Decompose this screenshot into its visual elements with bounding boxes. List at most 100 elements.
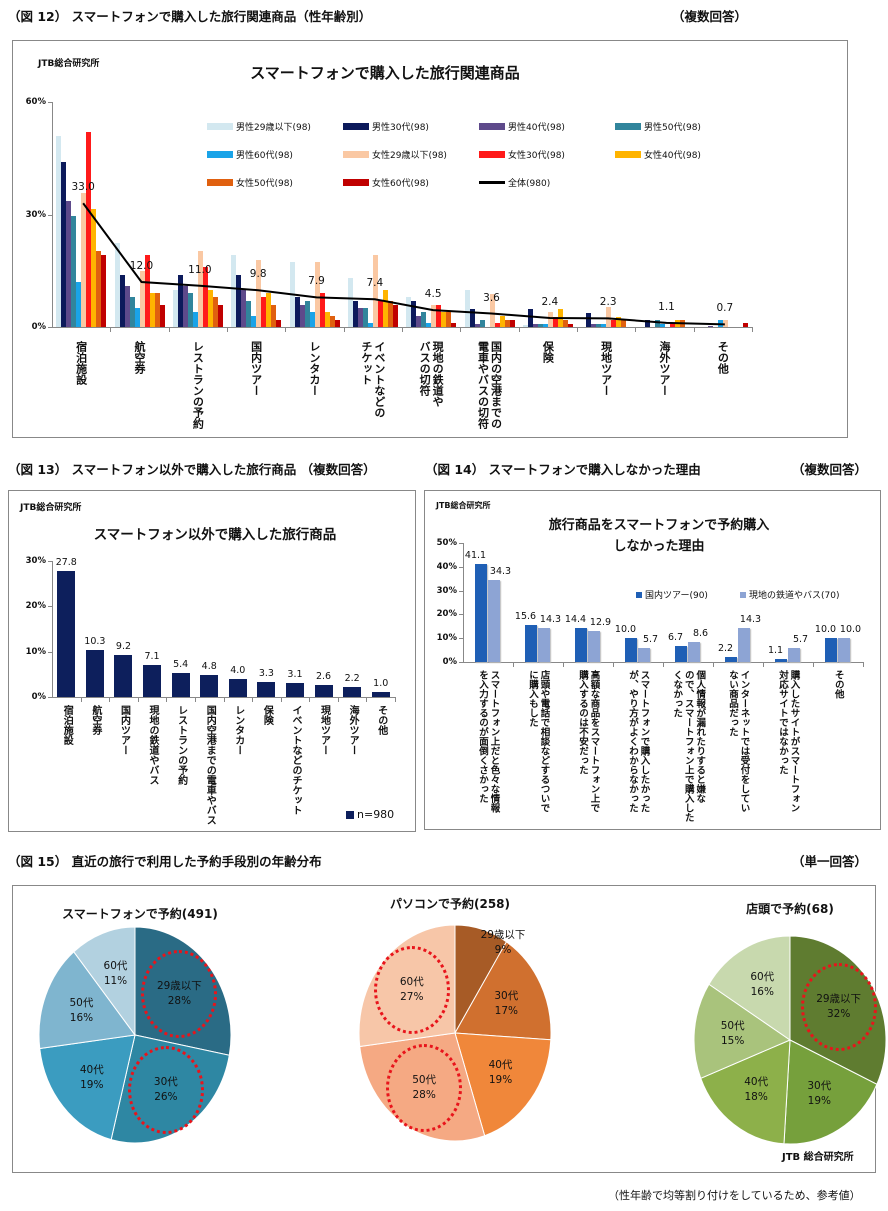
fig12-legend-swatch [615, 151, 641, 158]
fig12-legend-swatch [479, 123, 505, 130]
fig13-ytick [48, 561, 52, 562]
fig12-x-label: レストランの予約 [191, 341, 205, 429]
fig12-legend-item: 男性29歳以下(98) [207, 120, 311, 133]
fig14-xtick [813, 662, 814, 667]
fig14-xtick [663, 662, 664, 667]
fig14-xtick [563, 662, 564, 667]
fig12-legend-swatch [615, 123, 641, 130]
fig12-bar [71, 216, 77, 327]
fig13-x-label: その他 [375, 705, 387, 735]
fig12-legend-label: 全体(980) [508, 179, 551, 189]
fig14-bar [788, 648, 800, 662]
fig15-slice-label: 60代 16% [750, 970, 774, 1000]
fig14-data-label: 34.3 [489, 566, 512, 578]
fig14-ytick-label: 20% [436, 609, 457, 620]
fig15-slice-percent: 16% [750, 986, 774, 999]
fig15-slice-label: 50代 15% [721, 1019, 745, 1049]
fig12-ytick [48, 214, 52, 216]
fig12-legend-swatch [343, 179, 369, 186]
fig13-xtick [80, 697, 82, 702]
fig12-y-axis [52, 102, 53, 327]
fig12-bar [532, 324, 538, 327]
fig15-slice-age: 40代 [744, 1076, 769, 1089]
fig12-legend-swatch [343, 151, 369, 158]
fig15-pie-slice [708, 935, 791, 1041]
fig14-legend-item: 国内ツアー(90) [636, 588, 708, 601]
fig14-x-label: 個人情報が漏れたりすると嫌な ので、スマートフォン上で購入した くなかった [671, 670, 706, 822]
fig14-data-label: 8.6 [692, 627, 709, 639]
fig12-legend-swatch [479, 151, 505, 158]
fig12-chart-title: スマートフォンで購入した旅行関連商品 [250, 64, 520, 82]
fig12-ytick [48, 327, 52, 328]
fig13-data-label: 10.3 [84, 636, 106, 648]
fig14-bar [538, 627, 550, 662]
fig15-slice-percent: 19% [80, 1078, 104, 1091]
fig14-heading: （図 14） スマートフォンで購入しなかった理由 [425, 462, 701, 477]
fig14-ytick [459, 662, 463, 663]
fig13-ytick [48, 606, 52, 608]
fig12-legend-item: 男性30代(98) [343, 120, 429, 133]
fig15-slice-label: 60代 11% [104, 959, 128, 989]
fig12-x-label: 航空券 [133, 341, 146, 374]
fig13-x-label: 現地ツアー [318, 705, 330, 755]
fig13-bar [171, 672, 190, 697]
fig14-ytick [459, 590, 463, 592]
fig13-data-label: 2.2 [344, 673, 360, 685]
fig13-bar [85, 650, 104, 697]
fig12-legend-item: 女性60代(98) [343, 176, 429, 189]
fig15-slice-age: 40代 [488, 1058, 513, 1071]
fig14-ytick [459, 566, 463, 568]
fig12-bar [596, 324, 602, 327]
fig13-chart-frame [8, 490, 416, 832]
fig15-heading: （図 15） 直近の旅行で利用した予約手段別の年齢分布 [8, 854, 322, 869]
fig13-x-label: 宿泊施設 [61, 705, 73, 745]
fig13-bar [343, 687, 362, 697]
fig15-pie-title: パソコンで予約(258) [389, 897, 511, 911]
fig12-bar [537, 324, 543, 327]
fig12-xtick [110, 327, 112, 332]
fig13-data-label: 1.0 [373, 678, 389, 690]
fig15-slice-percent: 16% [69, 1012, 94, 1025]
fig12-total-label: 0.7 [716, 302, 734, 315]
fig12-total-label: 7.4 [366, 277, 384, 290]
fig14-chart-frame [424, 490, 881, 830]
fig14-bar [688, 641, 700, 662]
fig14-data-label: 10.0 [814, 624, 837, 636]
fig12-legend-label: 男性30代(98) [372, 123, 429, 133]
fig15-pie-slice [38, 951, 136, 1050]
fig12-xtick [168, 327, 170, 332]
fig12-bar [722, 319, 728, 327]
fig12-ytick-label: 0% [31, 322, 46, 332]
fig13-bar [228, 678, 247, 697]
fig12-total-label: 3.6 [483, 291, 500, 304]
fig14-bar [775, 659, 787, 662]
fig13-ytick-label: 30% [25, 556, 46, 566]
fig13-x-label: レストランの予約 [175, 705, 187, 785]
fig14-bar [838, 638, 850, 662]
fig13-data-label: 9.2 [115, 641, 132, 653]
fig13-x-label: レンタカー [232, 705, 244, 755]
fig12-legend-label: 女性50代(98) [236, 179, 293, 189]
fig14-ytick [459, 638, 463, 640]
fig14-bar [488, 580, 500, 662]
fig12-total-label: 1.1 [658, 300, 675, 313]
fig13-x-label: 現地の鉄道やバス [147, 705, 159, 785]
fig12-xtick [752, 327, 753, 332]
fig12-total-label: 33.0 [71, 181, 95, 194]
fig14-xtick [763, 662, 764, 667]
fig12-source: JTB総合研究所 [38, 59, 100, 69]
fig15-slice-age: 50代 [69, 997, 94, 1010]
fig15-slice-age: 60代 [103, 960, 128, 973]
fig12-bar [61, 162, 67, 327]
fig14-x-label: 高額な商品をスマートフォン上で 購入するのは不安だった [577, 670, 600, 813]
fig15-pie-slice [693, 983, 792, 1079]
fig14-ytick-label: 10% [436, 633, 457, 644]
fig13-ytick-label: 0% [31, 692, 46, 702]
fig15-slice-label: 40代 19% [489, 1058, 513, 1088]
fig14-data-label: 5.7 [792, 634, 809, 646]
fig12-legend-swatch [207, 123, 233, 130]
fig12-bar [474, 324, 480, 327]
fig14-x-label: スマートフォン上だと色々な情報 を入力するのが面倒くさかった [477, 670, 500, 813]
fig13-xtick [223, 697, 225, 702]
fig12-xtick [635, 327, 637, 332]
